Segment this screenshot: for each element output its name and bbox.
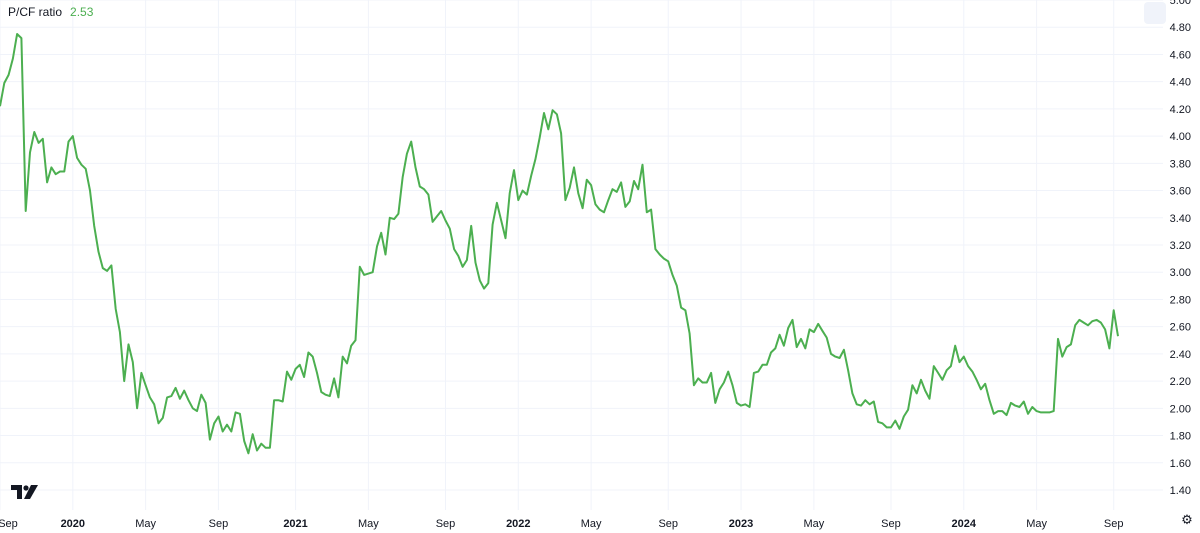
y-tick-label: 2.60	[1170, 322, 1191, 334]
x-tick-label: 2024	[952, 518, 977, 530]
tradingview-logo-icon	[11, 485, 38, 499]
y-tick-label: 3.80	[1170, 158, 1191, 170]
legend: P/CF ratio 2.53	[8, 5, 93, 19]
x-tick-label: May	[581, 518, 602, 530]
settings-gear-icon[interactable]: ⚙	[1181, 512, 1193, 527]
y-tick-label: 2.40	[1170, 349, 1191, 361]
y-tick-label: 2.20	[1170, 376, 1191, 388]
y-tick-label: 3.60	[1170, 186, 1191, 198]
legend-value: 2.53	[70, 5, 94, 19]
series-line-p-cf-ratio	[0, 33, 1119, 455]
x-tick-label: May	[135, 518, 156, 530]
x-tick-label: May	[358, 518, 379, 530]
y-tick-label: 2.80	[1170, 294, 1191, 306]
y-tick-label: 1.60	[1170, 458, 1191, 470]
y-tick-label: 4.80	[1170, 22, 1191, 34]
y-tick-label: 4.00	[1170, 131, 1191, 143]
y-tick-label: 4.20	[1170, 104, 1191, 116]
y-tick-label: 3.40	[1170, 213, 1191, 225]
y-tick-label: 5.00	[1170, 0, 1191, 7]
scale-toggle-button[interactable]	[1144, 2, 1166, 24]
x-tick-label: Sep	[658, 518, 678, 530]
legend-label: P/CF ratio	[8, 5, 63, 19]
x-tick-label: Sep	[209, 518, 229, 530]
y-tick-label: 1.80	[1170, 431, 1191, 443]
y-tick-label: 3.20	[1170, 240, 1191, 252]
x-tick-label: 2022	[506, 518, 530, 530]
x-tick-label: 2023	[729, 518, 753, 530]
x-tick-label: Sep	[0, 518, 18, 530]
y-tick-label: 4.60	[1170, 49, 1191, 61]
x-tick-label: Sep	[1104, 518, 1124, 530]
x-tick-label: May	[1026, 518, 1047, 530]
x-tick-label: Sep	[881, 518, 901, 530]
y-tick-label: 2.00	[1170, 403, 1191, 415]
x-tick-label: May	[803, 518, 824, 530]
x-tick-label: 2020	[61, 518, 85, 530]
y-tick-label: 4.40	[1170, 77, 1191, 89]
y-tick-label: 1.40	[1170, 485, 1191, 497]
x-tick-label: 2021	[283, 518, 307, 530]
y-tick-label: 3.00	[1170, 267, 1191, 279]
x-tick-label: Sep	[436, 518, 456, 530]
